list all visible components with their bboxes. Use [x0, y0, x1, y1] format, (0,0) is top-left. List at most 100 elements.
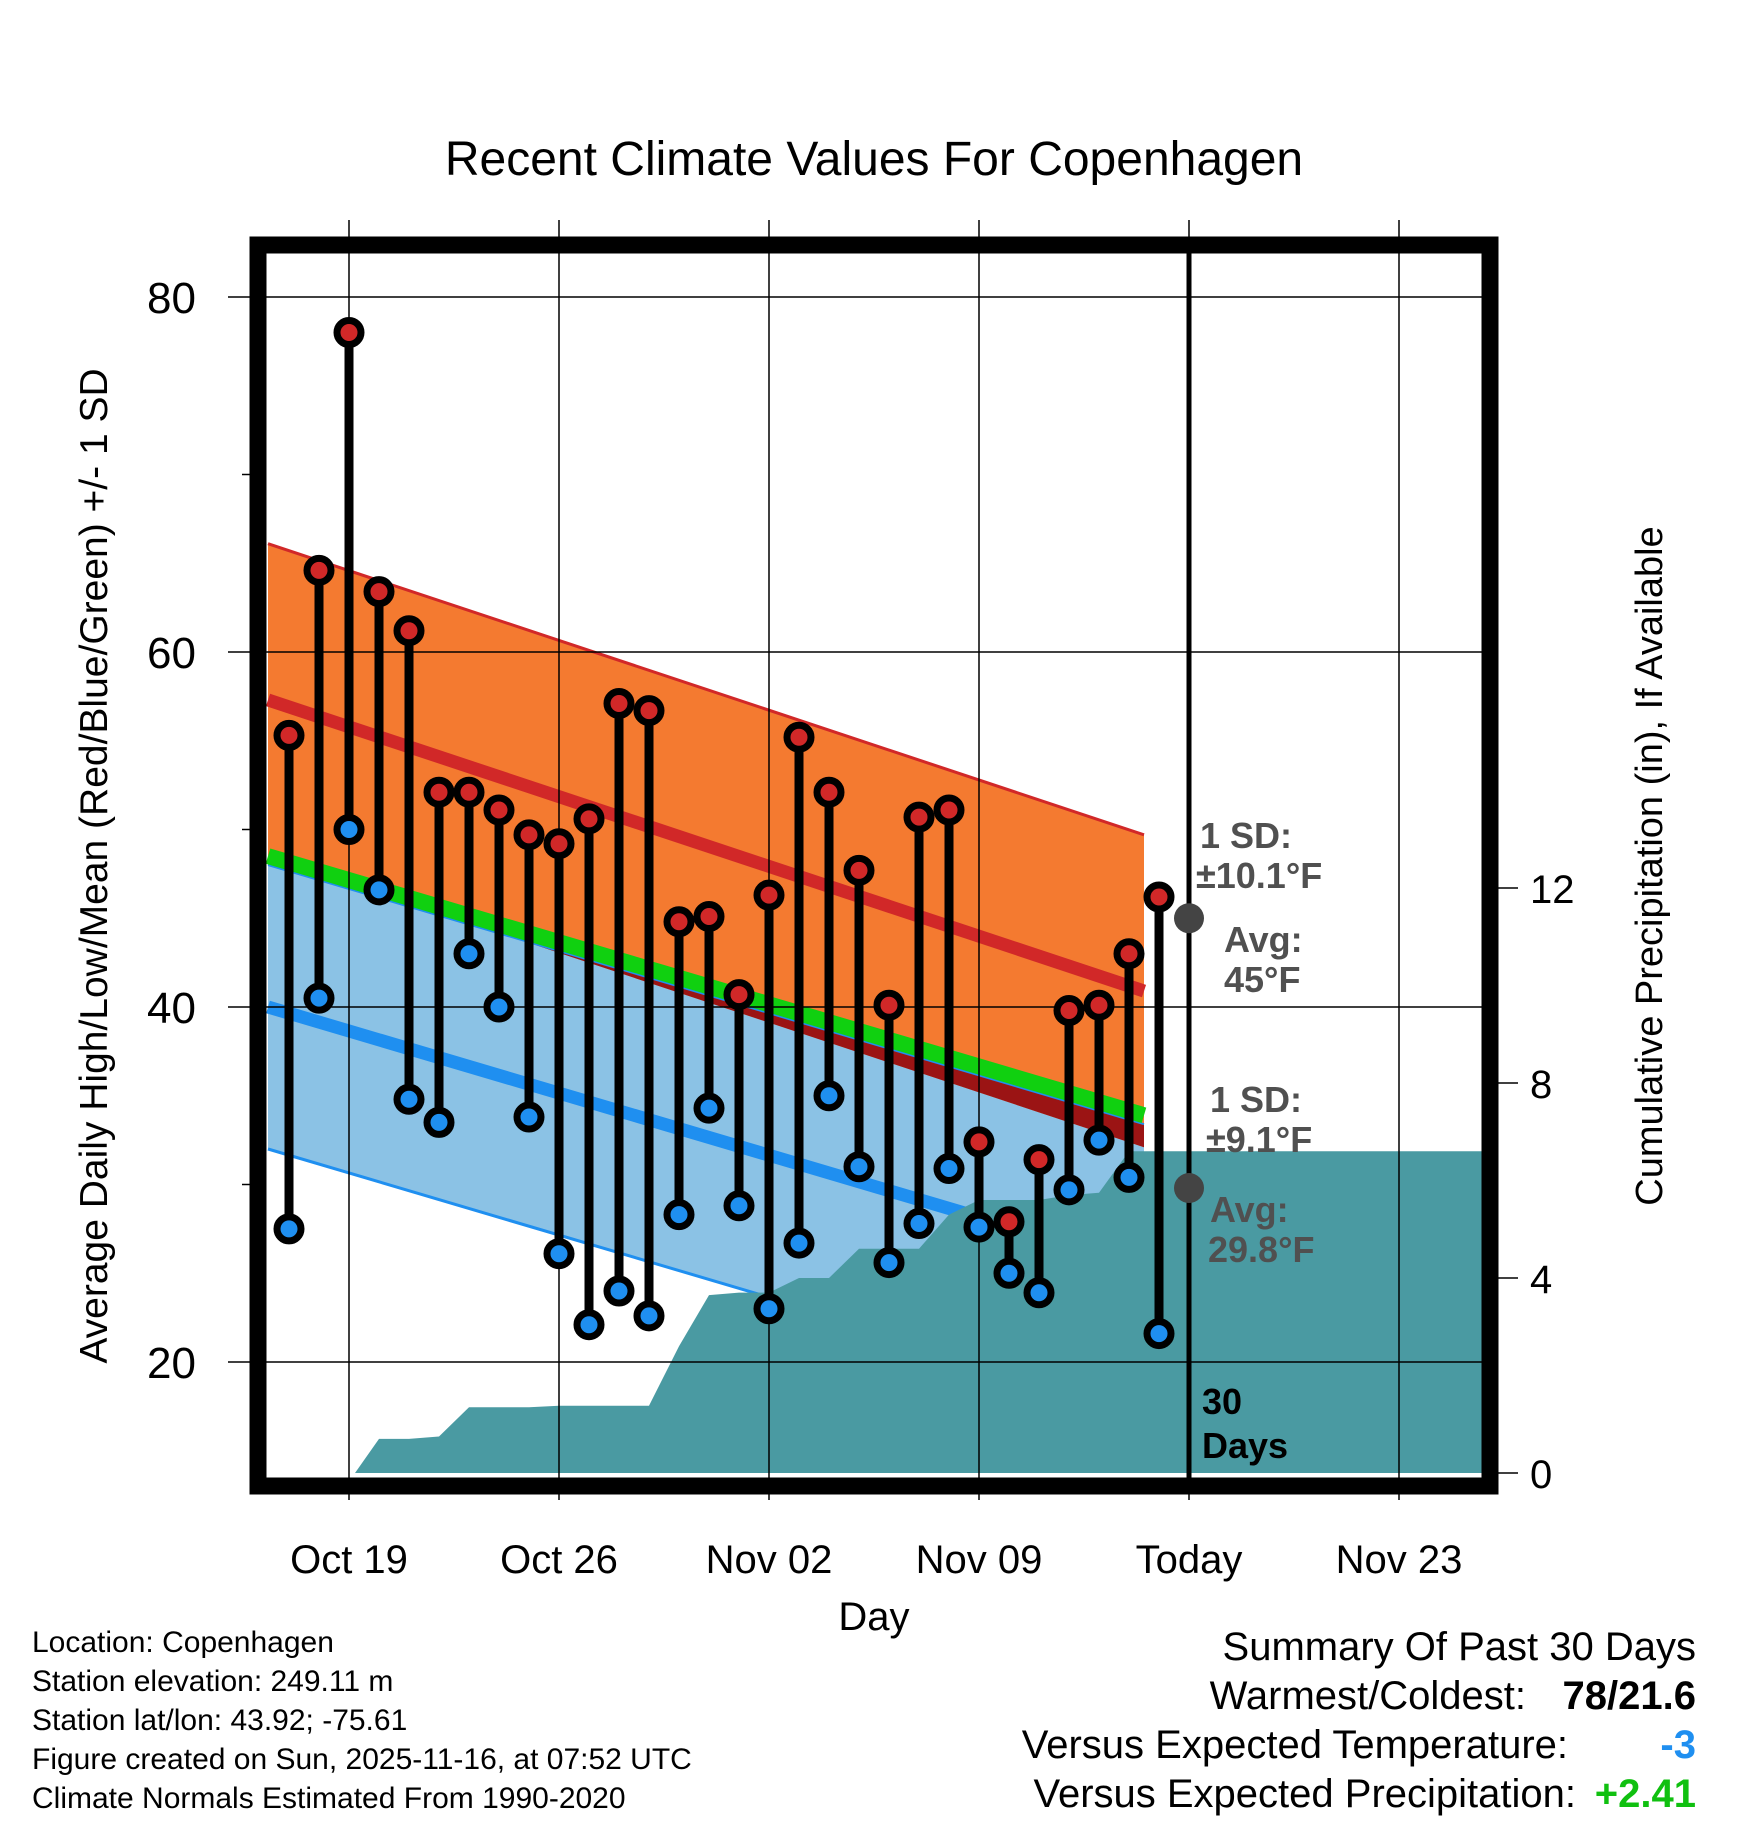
- high-marker: [843, 854, 875, 886]
- precip-area: [268, 1151, 1483, 1473]
- high-avg-value: 45°F: [1224, 959, 1300, 1000]
- high-sd-label: 1 SD:: [1200, 815, 1292, 856]
- low-sd-value: ±9.1°F: [1206, 1119, 1312, 1160]
- high-marker: [333, 317, 365, 348]
- low-marker: [423, 1106, 455, 1138]
- low-marker: [453, 938, 485, 970]
- latlon-text: Station lat/lon: 43.92; -75.61: [32, 1704, 408, 1737]
- y-tick-label: 40: [147, 984, 196, 1033]
- high-marker: [273, 719, 305, 751]
- created-text: Figure created on Sun, 2025-11-16, at 07…: [32, 1743, 692, 1776]
- low-sd-label: 1 SD:: [1210, 1079, 1302, 1120]
- high-marker: [453, 776, 485, 808]
- warmest-label: Warmest/Coldest:: [1209, 1674, 1526, 1718]
- y-tick-label: 80: [147, 274, 196, 323]
- y-tick-label: 20: [147, 1339, 196, 1388]
- x-axis-label: Day: [838, 1595, 909, 1639]
- high-marker: [513, 819, 545, 851]
- high-mean-line: [265, 693, 1147, 998]
- low-marker: [753, 1293, 785, 1325]
- high-marker: [813, 776, 845, 808]
- low-marker: [1143, 1318, 1175, 1350]
- y-tick-label: 60: [147, 629, 196, 678]
- high-marker: [423, 776, 455, 808]
- low-avg-value: 29.8°F: [1208, 1229, 1314, 1270]
- right-tick-label: 12: [1530, 868, 1575, 912]
- high-marker: [1053, 995, 1085, 1027]
- high-marker: [753, 879, 785, 911]
- normals-text: Climate Normals Estimated From 1990-2020: [32, 1782, 626, 1815]
- x-tick-label: Nov 02: [706, 1538, 833, 1582]
- x-tick-label: Oct 26: [500, 1538, 618, 1582]
- high-marker: [1023, 1144, 1055, 1176]
- high-marker: [363, 576, 395, 608]
- summary-heading: Summary Of Past 30 Days: [1222, 1625, 1696, 1669]
- high-marker: [873, 989, 905, 1021]
- high-sd-upper-edge: [267, 542, 1145, 837]
- vs-precip-value: +2.41: [1594, 1772, 1696, 1816]
- vs-temp-value: -3: [1660, 1723, 1696, 1767]
- x-tick-label: Nov 09: [916, 1538, 1043, 1582]
- high-marker: [723, 979, 755, 1011]
- low-marker: [543, 1238, 575, 1270]
- vs-temp-label: Versus Expected Temperature:: [1021, 1723, 1568, 1767]
- high-marker: [903, 801, 935, 833]
- low-marker: [333, 814, 365, 845]
- high-marker: [663, 906, 695, 938]
- low-marker: [303, 982, 335, 1014]
- low-avg-label: Avg:: [1210, 1189, 1289, 1230]
- right-tick-label: 4: [1530, 1258, 1552, 1302]
- high-marker: [1083, 989, 1115, 1021]
- high-marker: [573, 803, 605, 835]
- elevation-text: Station elevation: 249.11 m: [32, 1665, 394, 1698]
- high-marker: [1143, 881, 1175, 913]
- warmest-value: 78/21.6: [1562, 1674, 1696, 1718]
- low-marker: [843, 1151, 875, 1183]
- location-text: Location: Copenhagen: [32, 1626, 334, 1659]
- high-avg-dot: [1174, 903, 1204, 934]
- low-marker: [963, 1211, 995, 1243]
- summary-panel: Summary Of Past 30 Days Warmest/Coldest:…: [1022, 1623, 1696, 1819]
- high-avg-label: Avg:: [1224, 919, 1303, 960]
- x-tick-label: Today: [1136, 1538, 1243, 1582]
- low-marker: [723, 1190, 755, 1222]
- low-marker: [1023, 1277, 1055, 1309]
- low-marker: [513, 1101, 545, 1133]
- axes: 0 4 8 12 20 40 60 80 Oct 19 Oct 26 Nov 02 Nov 09 Tod…: [73, 274, 1671, 1639]
- x-tick-label: Nov 23: [1336, 1538, 1463, 1582]
- station-info: Location: Copenhagen Station elevation: …: [32, 1623, 692, 1818]
- low-marker: [783, 1227, 815, 1259]
- low-marker: [1053, 1174, 1085, 1206]
- plot-frame: [249, 236, 1499, 1495]
- low-marker: [393, 1083, 425, 1115]
- high-marker: [993, 1206, 1025, 1238]
- low-marker: [933, 1153, 965, 1185]
- high-marker: [303, 554, 335, 586]
- high-marker: [603, 687, 635, 719]
- chart-title: Recent Climate Values For Copenhagen: [444, 133, 1304, 186]
- vs-precip-label: Versus Expected Precipitation:: [1033, 1772, 1576, 1816]
- days-count: 30: [1202, 1381, 1242, 1422]
- low-avg-dot: [1174, 1173, 1204, 1204]
- low-marker: [993, 1257, 1025, 1289]
- right-axis-label: Cumulative Precipitation (in), If Availa…: [1629, 526, 1671, 1205]
- grid-lines: [228, 220, 1484, 1500]
- low-marker: [1113, 1161, 1145, 1193]
- high-marker: [633, 695, 665, 727]
- high-marker: [783, 721, 815, 753]
- low-marker: [363, 874, 395, 906]
- low-marker: [663, 1199, 695, 1231]
- high-marker: [543, 828, 575, 860]
- right-tick-label: 0: [1530, 1453, 1552, 1497]
- x-tick-label: Oct 19: [290, 1538, 408, 1582]
- low-marker: [813, 1080, 845, 1112]
- right-tick-label: 8: [1530, 1063, 1552, 1107]
- high-marker: [933, 794, 965, 826]
- days-word: Days: [1202, 1425, 1288, 1466]
- low-marker: [903, 1208, 935, 1240]
- high-marker: [1113, 938, 1145, 970]
- high-marker: [483, 794, 515, 826]
- low-marker: [273, 1213, 305, 1245]
